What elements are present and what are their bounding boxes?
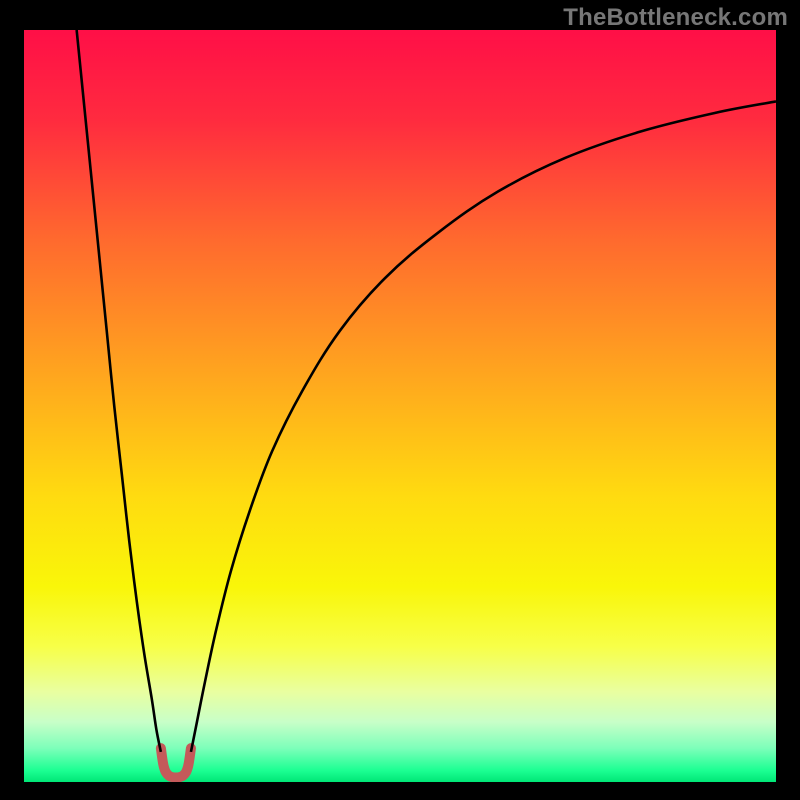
bottleneck-chart xyxy=(24,30,776,782)
chart-frame xyxy=(24,30,776,782)
watermark-text: TheBottleneck.com xyxy=(563,4,788,32)
plot-background xyxy=(24,30,776,782)
